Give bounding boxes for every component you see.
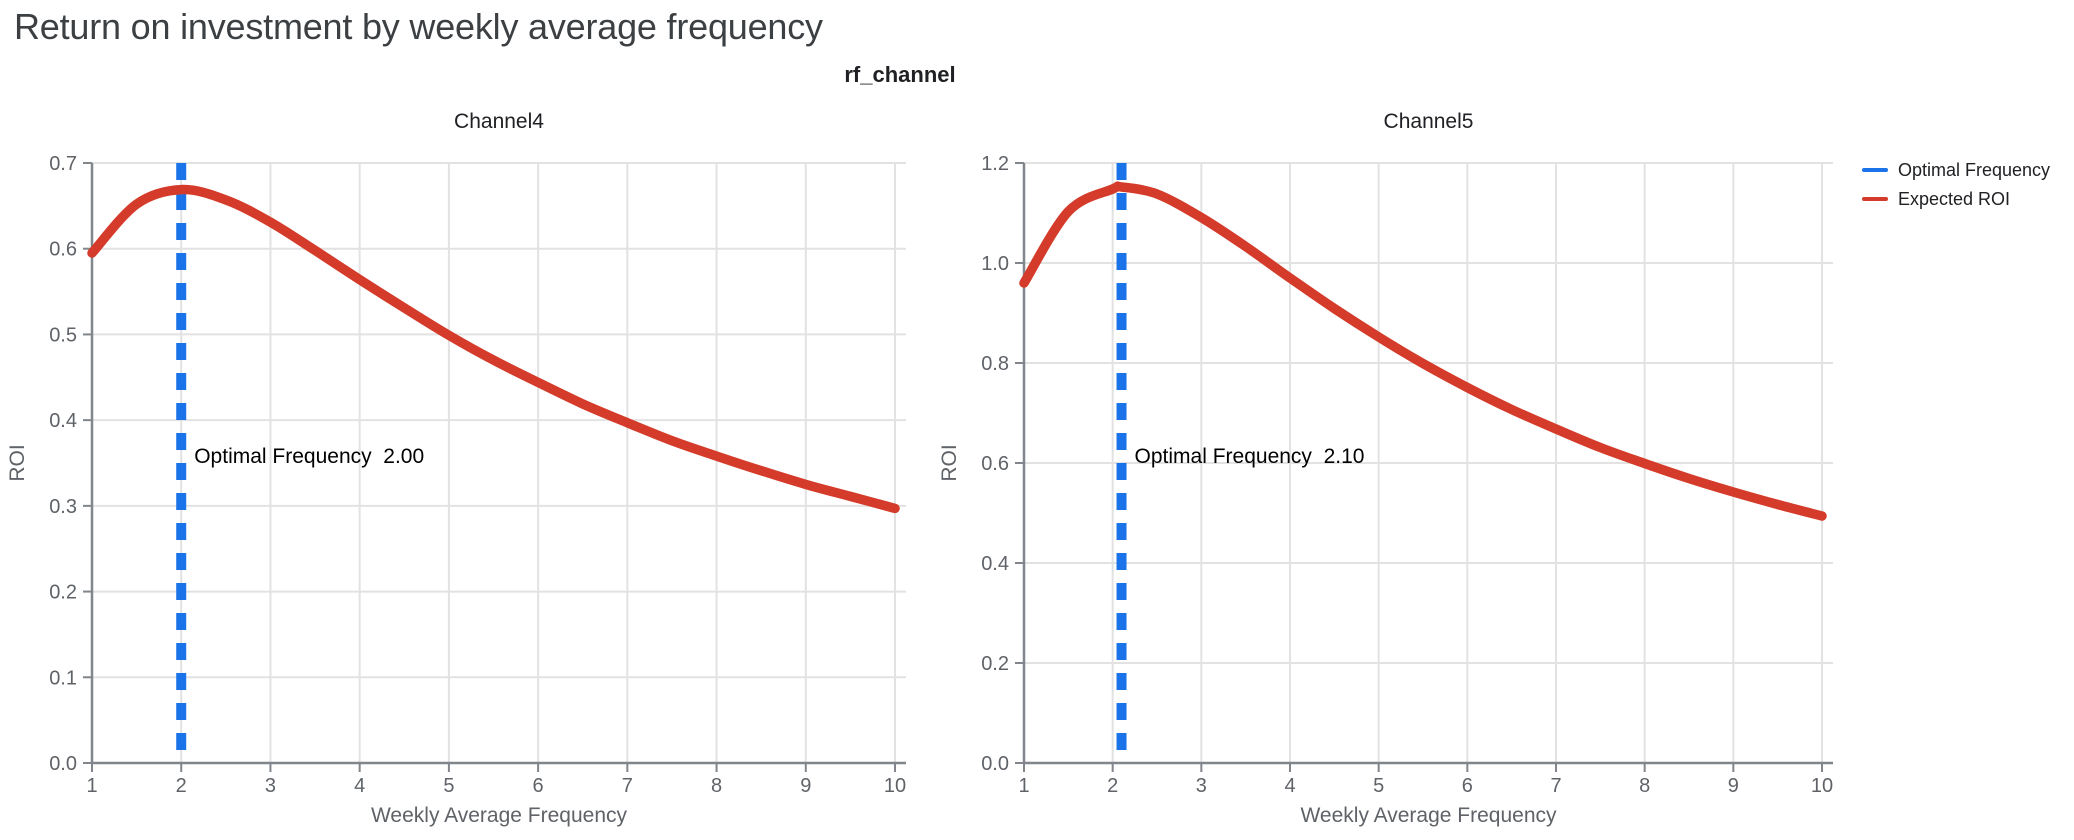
svg-text:3: 3: [1196, 775, 1207, 797]
legend-item-optimal-frequency: Optimal Frequency: [1862, 160, 2050, 180]
svg-text:2: 2: [176, 775, 187, 797]
svg-text:4: 4: [1284, 775, 1295, 797]
svg-text:10: 10: [1811, 775, 1833, 797]
svg-text:0.3: 0.3: [49, 496, 77, 518]
svg-text:0.0: 0.0: [49, 753, 77, 775]
expected-roi-line-swatch: [1862, 197, 1888, 201]
svg-text:7: 7: [1550, 775, 1561, 797]
svg-text:8: 8: [711, 775, 722, 797]
svg-text:10: 10: [884, 775, 906, 797]
svg-text:5: 5: [443, 775, 454, 797]
svg-text:0.6: 0.6: [981, 453, 1009, 475]
svg-text:9: 9: [1728, 775, 1739, 797]
svg-text:0.4: 0.4: [981, 553, 1009, 575]
expected-roi-curve: [87, 184, 900, 514]
y-axis-title: ROI: [938, 444, 961, 481]
svg-text:0.6: 0.6: [49, 239, 77, 261]
svg-text:2: 2: [1107, 775, 1118, 797]
grid: [1024, 162, 1833, 763]
svg-text:0.0: 0.0: [981, 753, 1009, 775]
page-title: Return on investment by weekly average f…: [14, 6, 823, 47]
svg-text:1.2: 1.2: [981, 153, 1009, 175]
subplot-channel5: 0.0 0.2 0.4 0.6 0.8 1.0 1.2 1 2 3 4 5 6 7 8 9 10 Weekly A…: [938, 110, 1833, 827]
svg-text:0.2: 0.2: [981, 653, 1009, 675]
svg-text:7: 7: [622, 775, 633, 797]
svg-text:0.4: 0.4: [49, 410, 77, 432]
svg-text:0.2: 0.2: [49, 582, 77, 604]
legend-label: Expected ROI: [1898, 188, 2011, 209]
svg-text:4: 4: [354, 775, 365, 797]
svg-text:1: 1: [86, 775, 97, 797]
svg-text:0.7: 0.7: [49, 153, 77, 175]
svg-text:6: 6: [1462, 775, 1473, 797]
subplot-title: Channel4: [454, 110, 544, 133]
subplot-title: Channel5: [1384, 110, 1474, 133]
svg-text:5: 5: [1373, 775, 1384, 797]
svg-text:9: 9: [800, 775, 811, 797]
svg-text:8: 8: [1639, 775, 1650, 797]
optimal-frequency-line-swatch: [1862, 168, 1888, 172]
expected-roi-curve: [1019, 181, 1827, 521]
tick-labels: 0.0 0.2 0.4 0.6 0.8 1.0 1.2 1 2 3 4 5 6 7 8 9 10: [981, 153, 1833, 797]
svg-text:0.5: 0.5: [49, 324, 77, 346]
svg-text:3: 3: [265, 775, 276, 797]
svg-text:0.1: 0.1: [49, 667, 77, 689]
tick-labels: 0.0 0.1 0.2 0.3 0.4 0.5 0.6 0.7 1 2 3 4 5 6 7 8 9 10: [49, 153, 906, 797]
legend-item-expected-roi: Expected ROI: [1862, 189, 2050, 209]
svg-text:1.0: 1.0: [981, 253, 1009, 275]
svg-text:0.8: 0.8: [981, 353, 1009, 375]
subplot-channel4: 0.0 0.1 0.2 0.3 0.4 0.5 0.6 0.7 1 2 3 4 5 6 7 8 9 10 Weekl…: [6, 110, 906, 827]
axes: [1015, 162, 1833, 772]
optimal-frequency-annotation: Optimal Frequency 2.00: [194, 445, 424, 468]
y-axis-title: ROI: [6, 444, 29, 481]
legend-label: Optimal Frequency: [1898, 159, 2051, 180]
chart-legend: Optimal Frequency Expected ROI: [1862, 160, 2050, 209]
axes: [83, 162, 906, 772]
figure-subtitle: rf_channel: [844, 62, 956, 87]
optimal-frequency-annotation: Optimal Frequency 2.10: [1135, 445, 1365, 468]
svg-text:6: 6: [533, 775, 544, 797]
x-axis-title: Weekly Average Frequency: [371, 804, 628, 827]
x-axis-title: Weekly Average Frequency: [1300, 804, 1557, 827]
svg-text:1: 1: [1018, 775, 1029, 797]
